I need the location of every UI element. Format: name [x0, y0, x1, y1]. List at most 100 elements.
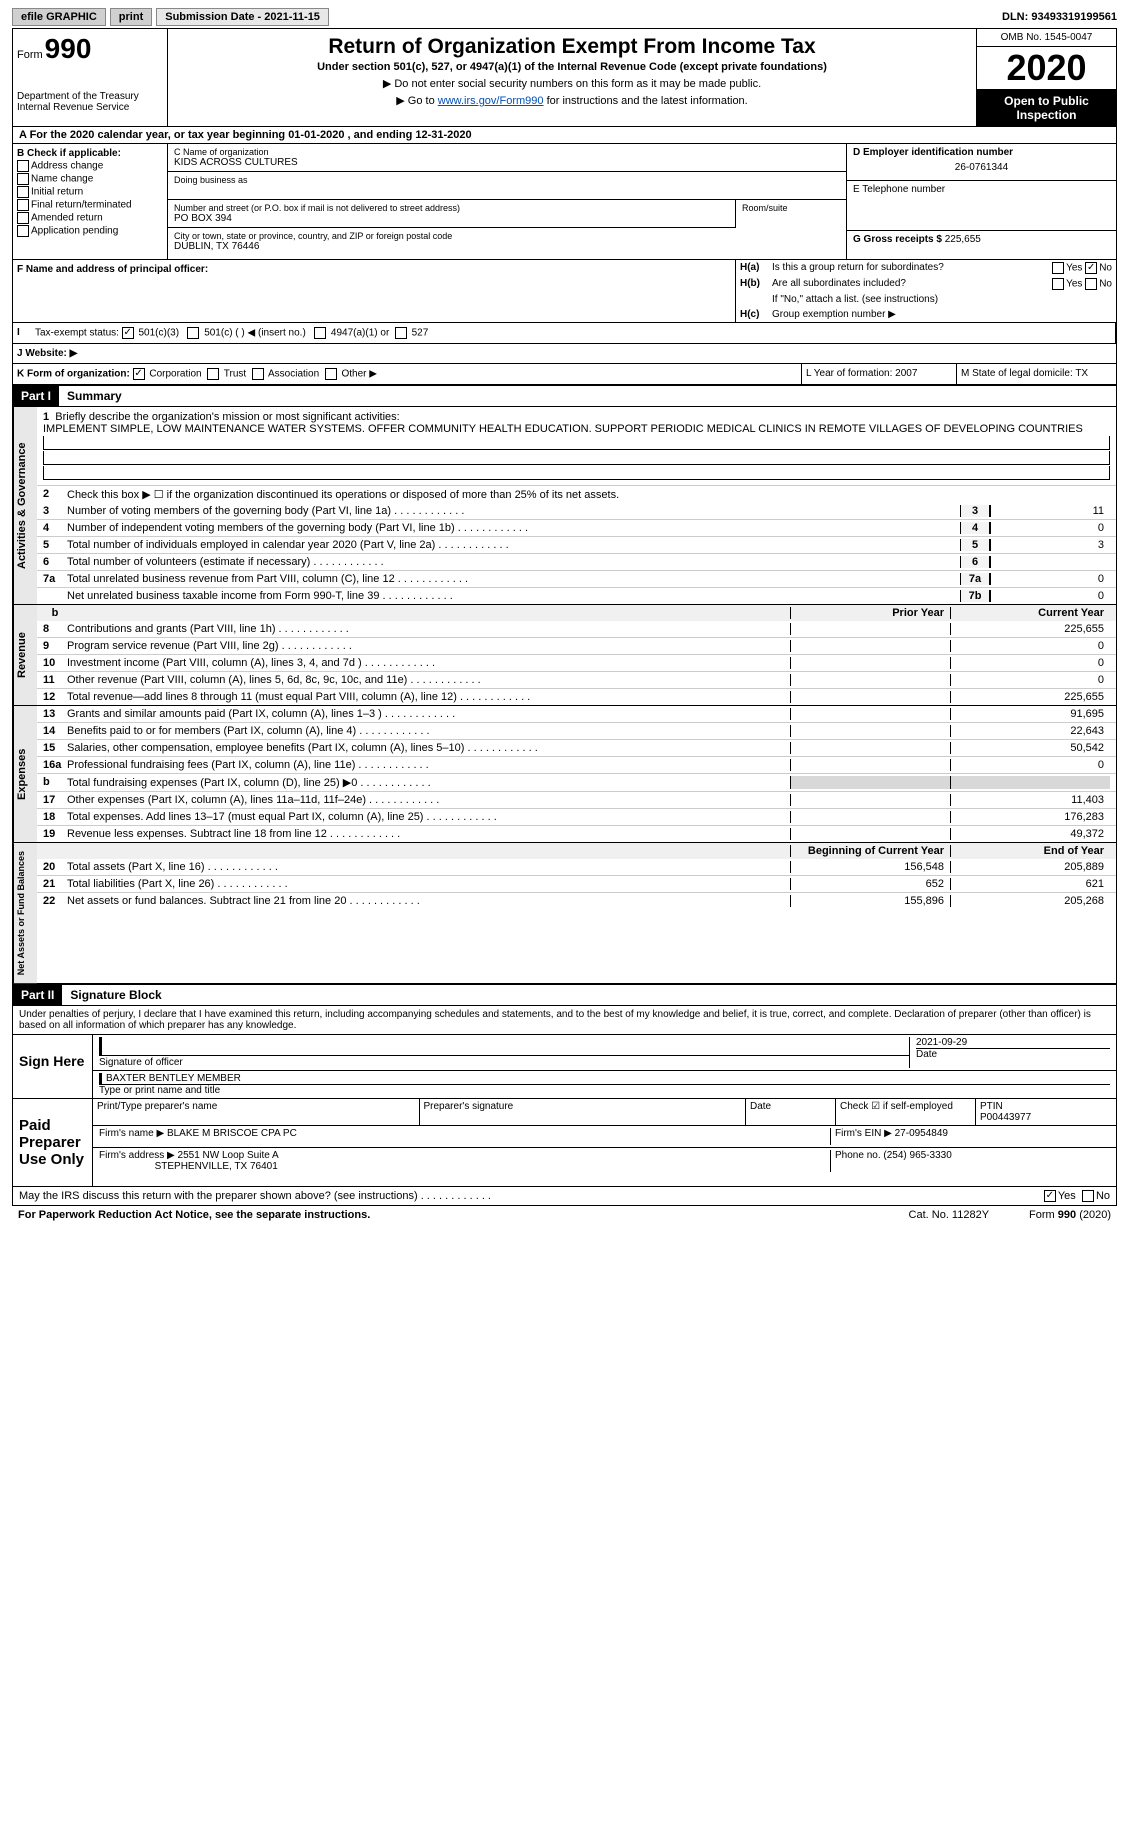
table-row: 16aProfessional fundraising fees (Part I…: [37, 756, 1116, 773]
h-c-row: H(c)Group exemption number ▶: [736, 307, 1116, 322]
cb-final-return[interactable]: Final return/terminated: [17, 199, 163, 211]
cb-527[interactable]: [395, 327, 407, 339]
sig-name-label: Type or print name and title: [99, 1085, 220, 1096]
website-label: J Website: ▶: [13, 344, 81, 363]
gross-label: G Gross receipts $: [853, 234, 942, 245]
ein-label: D Employer identification number: [853, 147, 1110, 158]
firm-name-label: Firm's name ▶: [99, 1128, 164, 1139]
table-row: 8Contributions and grants (Part VIII, li…: [37, 621, 1116, 637]
sig-date-label: Date: [916, 1049, 937, 1060]
tax-year: 2020: [977, 47, 1116, 90]
sidebar-governance: Activities & Governance: [13, 407, 37, 604]
sidebar-netassets: Net Assets or Fund Balances: [13, 843, 37, 983]
sig-name: BAXTER BENTLEY MEMBER: [106, 1073, 241, 1084]
ptin-label: PTIN: [980, 1101, 1003, 1112]
form-990: 990: [45, 33, 92, 65]
open-inspection: Open to Public Inspection: [977, 90, 1116, 126]
dba-label: Doing business as: [174, 175, 840, 185]
sig-officer-label: Signature of officer: [99, 1057, 183, 1068]
part1-netassets: Net Assets or Fund Balances Beginning of…: [12, 843, 1117, 984]
dept-treasury: Department of the Treasury Internal Reve…: [17, 91, 163, 113]
col-c-org: C Name of organization KIDS ACROSS CULTU…: [168, 144, 846, 259]
section-bcde: B Check if applicable: Address change Na…: [12, 144, 1117, 260]
form-subtitle: Under section 501(c), 527, or 4947(a)(1)…: [174, 61, 970, 73]
org-address: PO BOX 394: [174, 213, 729, 224]
section-fgh: F Name and address of principal officer:…: [12, 260, 1117, 323]
table-row: 7aTotal unrelated business revenue from …: [37, 570, 1116, 587]
table-row: 11Other revenue (Part VIII, column (A), …: [37, 671, 1116, 688]
officer-label: F Name and address of principal officer:: [17, 264, 208, 275]
discuss-label: May the IRS discuss this return with the…: [19, 1190, 491, 1202]
table-row: 13Grants and similar amounts paid (Part …: [37, 706, 1116, 722]
omb-number: OMB No. 1545-0047: [977, 29, 1116, 47]
instr-ssn: ▶ Do not enter social security numbers o…: [174, 77, 970, 90]
prep-date-label: Date: [746, 1099, 836, 1126]
firm-addr: 2551 NW Loop Suite A: [178, 1150, 279, 1161]
tax-status-label: Tax-exempt status:: [35, 328, 119, 339]
cb-501c[interactable]: [187, 327, 199, 339]
section-i: I Tax-exempt status: ✓ 501(c)(3) 501(c) …: [12, 323, 1117, 344]
cb-app-pending[interactable]: Application pending: [17, 225, 163, 237]
cb-corp[interactable]: ✓: [133, 368, 145, 380]
h-b-note: If "No," attach a list. (see instruction…: [736, 292, 1116, 307]
cb-other[interactable]: [325, 368, 337, 380]
part1-title: Summary: [59, 386, 130, 406]
sign-here-section: Sign Here Signature of officer 2021-09-2…: [12, 1035, 1117, 1099]
line2: Check this box ▶ ☐ if the organization d…: [67, 488, 1110, 501]
ein-value: 26-0761344: [853, 158, 1110, 177]
table-row: 4Number of independent voting members of…: [37, 519, 1116, 536]
year-formation: L Year of formation: 2007: [802, 364, 957, 384]
mission-label: Briefly describe the organization's miss…: [55, 411, 399, 423]
cb-501c3[interactable]: ✓: [122, 327, 134, 339]
state-domicile: M State of legal domicile: TX: [957, 364, 1092, 384]
table-row: 5Total number of individuals employed in…: [37, 536, 1116, 553]
gross-receipts: 225,655: [945, 234, 981, 245]
cb-assoc[interactable]: [252, 368, 264, 380]
submission-date: Submission Date - 2021-11-15: [156, 8, 329, 26]
firm-name: BLAKE M BRISCOE CPA PC: [167, 1128, 297, 1139]
prep-name-label: Print/Type preparer's name: [93, 1099, 420, 1126]
firm-ein-label: Firm's EIN ▶: [835, 1128, 892, 1139]
firm-addr-label: Firm's address ▶: [99, 1150, 175, 1161]
firm-city: STEPHENVILLE, TX 76401: [155, 1161, 278, 1172]
sidebar-expenses: Expenses: [13, 706, 37, 842]
cb-discuss-no[interactable]: [1082, 1190, 1094, 1202]
table-row: 21Total liabilities (Part X, line 26)652…: [37, 875, 1116, 892]
table-row: 20Total assets (Part X, line 16)156,5482…: [37, 859, 1116, 875]
prep-phone-label: Phone no.: [835, 1150, 881, 1161]
form-header: Form 990 Department of the Treasury Inte…: [12, 28, 1117, 127]
row-a-taxyear: A For the 2020 calendar year, or tax yea…: [12, 127, 1117, 144]
cb-amended[interactable]: Amended return: [17, 212, 163, 224]
h-a-row: H(a) Is this a group return for subordin…: [736, 260, 1116, 276]
cb-4947[interactable]: [314, 327, 326, 339]
sig-date-value: 2021-09-29: [916, 1037, 1110, 1048]
table-row: 12Total revenue—add lines 8 through 11 (…: [37, 688, 1116, 705]
table-row: 15Salaries, other compensation, employee…: [37, 739, 1116, 756]
cb-name-change[interactable]: Name change: [17, 173, 163, 185]
print-button[interactable]: print: [110, 8, 152, 26]
form-ref: Form 990 (2020): [1029, 1209, 1111, 1221]
discuss-row: May the IRS discuss this return with the…: [12, 1187, 1117, 1206]
cb-address-change[interactable]: Address change: [17, 160, 163, 172]
cb-trust[interactable]: [207, 368, 219, 380]
phone-label: E Telephone number: [853, 184, 1110, 195]
declaration: Under penalties of perjury, I declare th…: [12, 1006, 1117, 1035]
form-label: Form: [17, 49, 43, 61]
room-label: Room/suite: [742, 203, 840, 213]
cb-initial-return[interactable]: Initial return: [17, 186, 163, 198]
form-number: Form 990: [17, 33, 163, 65]
prep-check: Check ☑ if self-employed: [836, 1099, 976, 1126]
h-b-row: H(b) Are all subordinates included? Yes …: [736, 276, 1116, 292]
part1-governance: Activities & Governance 1 Briefly descri…: [12, 407, 1117, 605]
irs-link[interactable]: www.irs.gov/Form990: [438, 95, 544, 107]
top-bar: efile GRAPHIC print Submission Date - 20…: [12, 8, 1117, 26]
cb-discuss-yes[interactable]: ✓: [1044, 1190, 1056, 1202]
table-row: Net unrelated business taxable income fr…: [37, 587, 1116, 604]
k-label: K Form of organization:: [17, 369, 130, 380]
sign-here-label: Sign Here: [13, 1035, 93, 1098]
city-label: City or town, state or province, country…: [174, 231, 840, 241]
addr-label: Number and street (or P.O. box if mail i…: [174, 203, 729, 213]
table-row: 17Other expenses (Part IX, column (A), l…: [37, 791, 1116, 808]
table-row: 22Net assets or fund balances. Subtract …: [37, 892, 1116, 909]
efile-button[interactable]: efile GRAPHIC: [12, 8, 106, 26]
